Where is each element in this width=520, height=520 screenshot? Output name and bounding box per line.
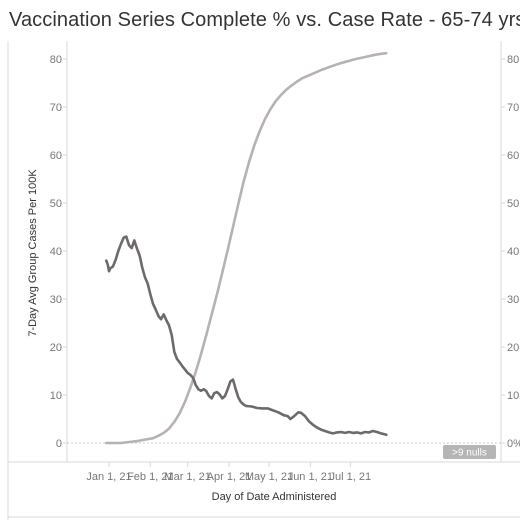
y-tick-label: 60 [50, 150, 62, 162]
x-tick-label: Jan 1, 21 [86, 471, 131, 483]
y-tick-label: 80 [50, 54, 62, 66]
y2-tick-label: 30 [507, 294, 519, 306]
x-axis-title: Day of Date Administered [212, 491, 337, 503]
case-rate-series-line [105, 235, 388, 437]
x-tick-label: Feb 1, 21 [127, 471, 173, 483]
y-tick-label: 20 [50, 342, 62, 354]
y-tick-label: 50 [50, 198, 62, 210]
y2-tick-label: 20 [507, 342, 519, 354]
y-axis-title: 7-Day Avg Group Cases Per 100K [27, 169, 39, 337]
right-axis-ticks: 0% 10 20 30 40 50 60 70 80 [501, 54, 520, 450]
y-tick-label: 10 [50, 390, 62, 402]
nulls-indicator[interactable]: >9 nulls [443, 445, 496, 459]
x-tick-label: Jun 1, 21 [288, 471, 333, 483]
x-tick-label: Mar 1, 21 [164, 471, 210, 483]
y2-tick-label: 60 [507, 150, 519, 162]
vaccination-series-line [105, 51, 388, 445]
y-tick-label: 30 [50, 294, 62, 306]
x-tick-label: May 1, 21 [245, 471, 293, 483]
y2-tick-label: 80 [507, 54, 519, 66]
y2-tick-label: 40 [507, 246, 519, 258]
x-tick-label: Apr 1, 21 [207, 471, 252, 483]
nulls-badge-background [443, 445, 496, 459]
x-tick-label: Jul 1, 21 [330, 471, 372, 483]
y2-tick-label: 0% [507, 438, 520, 450]
y2-tick-label: 10 [507, 390, 519, 402]
chart-title: Vaccination Series Complete % vs. Case R… [9, 9, 520, 31]
left-axis-ticks: 0 10 20 30 40 50 60 70 80 [50, 54, 67, 450]
y-tick-label: 0 [56, 438, 62, 450]
series-layer [105, 51, 388, 445]
y-tick-label: 40 [50, 246, 62, 258]
y2-tick-label: 50 [507, 198, 519, 210]
y2-tick-label: 70 [507, 102, 519, 114]
y-tick-label: 70 [50, 102, 62, 114]
nulls-badge-label: >9 nulls [452, 448, 487, 459]
